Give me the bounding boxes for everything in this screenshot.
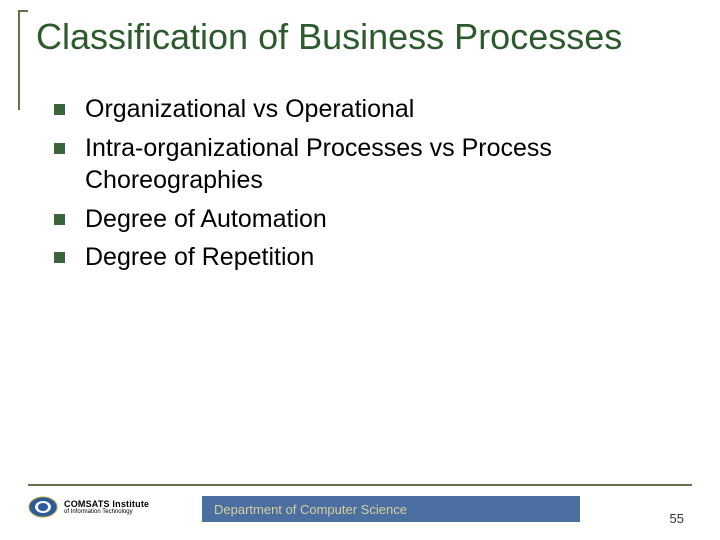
footer: COMSATS Institute of Information Technol… — [0, 484, 720, 540]
bullet-text: Degree of Repetition — [85, 241, 314, 274]
slide-title: Classification of Business Processes — [36, 16, 690, 57]
list-item: Organizational vs Operational — [54, 93, 690, 126]
footer-bar: Department of Computer Science — [202, 496, 580, 522]
bullet-text: Degree of Automation — [85, 203, 327, 236]
logo-text-sub: of Information Technology — [64, 509, 149, 515]
bullet-icon — [54, 214, 65, 225]
list-item: Degree of Repetition — [54, 241, 690, 274]
bullet-text: Intra-organizational Processes vs Proces… — [85, 132, 690, 197]
bullet-text: Organizational vs Operational — [85, 93, 414, 126]
list-item: Degree of Automation — [54, 203, 690, 236]
slide: Classification of Business Processes Org… — [0, 0, 720, 540]
footer-department: Department of Computer Science — [214, 502, 407, 517]
bullet-icon — [54, 143, 65, 154]
bullet-icon — [54, 104, 65, 115]
logo-text-main: COMSATS Institute — [64, 500, 149, 509]
page-number: 55 — [670, 511, 684, 526]
logo-text: COMSATS Institute of Information Technol… — [64, 500, 149, 515]
list-item: Intra-organizational Processes vs Proces… — [54, 132, 690, 197]
bullet-list: Organizational vs Operational Intra-orga… — [54, 93, 690, 274]
footer-logo: COMSATS Institute of Information Technol… — [28, 496, 149, 518]
footer-rule — [28, 484, 692, 486]
logo-icon — [28, 496, 58, 518]
title-rule-left — [18, 10, 20, 110]
bullet-icon — [54, 252, 65, 263]
